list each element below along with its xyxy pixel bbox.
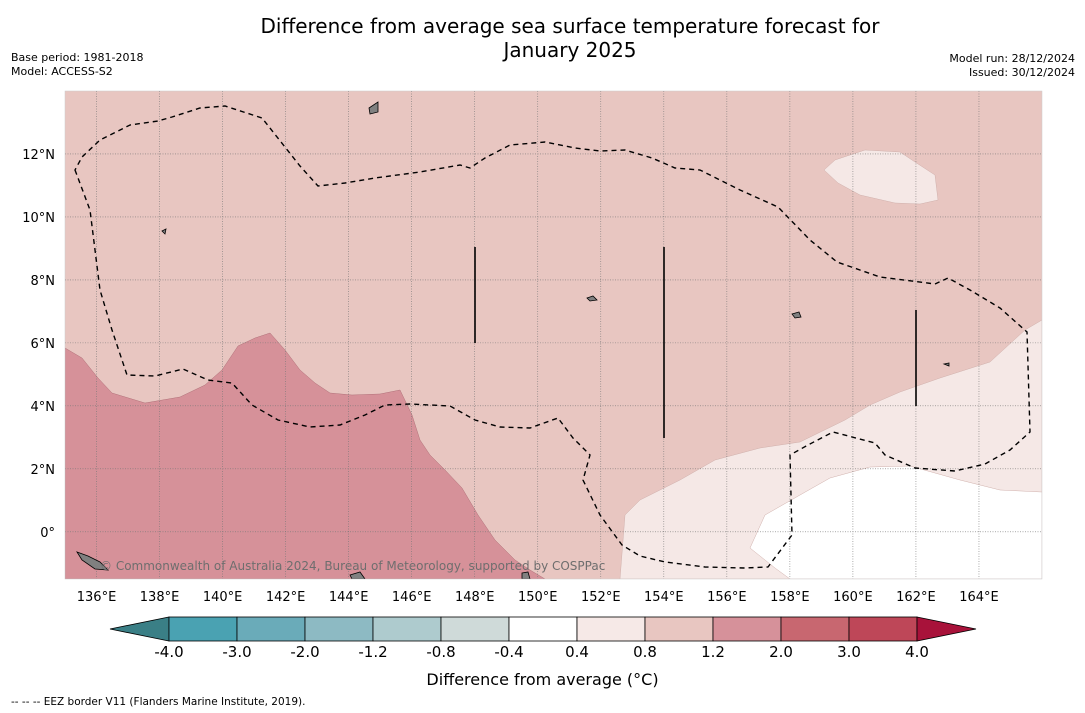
lat-tick-label: 6°N (31, 337, 56, 352)
model-text: Model: ACCESS-S2 (11, 65, 113, 78)
colorbar-tick-label: -0.4 (494, 643, 524, 661)
meta-right: Model run: 28/12/2024 Issued: 30/12/2024 (949, 52, 1075, 80)
colorbar-segment (304, 616, 374, 642)
lon-tick-label: 140°E (203, 590, 243, 605)
map-frame (64, 90, 1043, 580)
colorbar (109, 616, 977, 642)
lat-tick-label: 8°N (31, 274, 56, 289)
island-guam (368, 101, 379, 115)
lon-tick-label: 138°E (140, 590, 180, 605)
lon-tick-label: 164°E (959, 590, 999, 605)
grid-lines (65, 91, 1042, 579)
map-area: © Commonwealth of Australia 2024, Bureau… (65, 91, 1042, 579)
title-line-1: Difference from average sea surface temp… (260, 14, 880, 38)
colorbar-segment (848, 616, 918, 642)
colorbar-segment (508, 616, 578, 642)
credit-text: © Commonwealth of Australia 2024, Bureau… (100, 559, 605, 573)
lon-tick-label: 154°E (644, 590, 684, 605)
colorbar-tick-label: 1.2 (701, 643, 725, 661)
anomaly-field-1.2-2.0 (65, 332, 546, 579)
lat-tick-label: 12°N (22, 148, 55, 163)
islands (76, 101, 950, 579)
base-period-text: Base period: 1981-2018 (11, 51, 144, 64)
model-run-text: Model run: 28/12/2024 (949, 52, 1075, 65)
colorbar-tick-label: -1.2 (358, 643, 388, 661)
colorbar-title: Difference from average (°C) (426, 670, 659, 689)
colorbar-extend-high (916, 616, 977, 642)
colorbar-tick-label: -4.0 (154, 643, 184, 661)
colorbar-tick-label: 4.0 (905, 643, 929, 661)
colorbar-extend-low (109, 616, 170, 642)
colorbar-segment (780, 616, 850, 642)
lon-tick-label: 150°E (518, 590, 558, 605)
meta-left: Base period: 1981-2018 Model: ACCESS-S2 (11, 51, 143, 79)
issued-text: Issued: 30/12/2024 (968, 66, 1075, 79)
island-png-3 (521, 571, 531, 579)
lat-tick-label: 2°N (31, 463, 56, 478)
colorbar-tick-label: -2.0 (290, 643, 320, 661)
colorbar-tick-label: 0.8 (633, 643, 657, 661)
island-pohnpei (791, 311, 802, 319)
chart-title: Difference from average sea surface temp… (200, 14, 940, 62)
lon-tick-label: 156°E (707, 590, 747, 605)
colorbar-segment (440, 616, 510, 642)
island-chuuk (586, 295, 598, 302)
lon-tick-label: 136°E (77, 590, 117, 605)
footnote: -- -- -- EEZ border V11 (Flanders Marine… (11, 696, 306, 708)
lon-tick-label: 162°E (896, 590, 936, 605)
colorbar-tick-label: 2.0 (769, 643, 793, 661)
eez-border (74, 105, 1031, 569)
lat-tick-label: 10°N (22, 211, 55, 226)
anomaly-field-near-normal (749, 465, 1042, 579)
colorbar-tick-label: -3.0 (222, 643, 252, 661)
latitude-labels: 12°N 10°N 8°N 6°N 4°N 2°N 0° (22, 148, 55, 541)
lat-tick-label: 0° (40, 526, 55, 541)
lat-tick-label: 4°N (31, 400, 56, 415)
island-png-1 (76, 551, 110, 571)
lon-tick-label: 158°E (770, 590, 810, 605)
title-line-2: January 2025 (503, 38, 637, 62)
anomaly-field-north-patch (823, 149, 939, 205)
lon-tick-label: 144°E (329, 590, 369, 605)
colorbar-segment (644, 616, 714, 642)
colorbar-tick-label: -0.8 (426, 643, 456, 661)
lon-tick-label: 160°E (833, 590, 873, 605)
lon-tick-label: 142°E (266, 590, 306, 605)
colorbar-tick-label: 3.0 (837, 643, 861, 661)
colorbar-segment (372, 616, 442, 642)
island-kosrae (942, 362, 950, 367)
lon-tick-label: 148°E (455, 590, 495, 605)
colorbar-segment (576, 616, 646, 642)
colorbar-tick-label: 0.4 (565, 643, 589, 661)
lon-tick-label: 152°E (581, 590, 621, 605)
lon-tick-label: 146°E (392, 590, 432, 605)
colorbar-segment (168, 616, 238, 642)
colorbar-segment (712, 616, 782, 642)
longitude-labels: 136°E 138°E 140°E 142°E 144°E 146°E 148°E 150°E… (77, 590, 999, 605)
colorbar-segment (236, 616, 306, 642)
island-small-1 (161, 228, 167, 235)
island-png-2 (349, 571, 366, 579)
